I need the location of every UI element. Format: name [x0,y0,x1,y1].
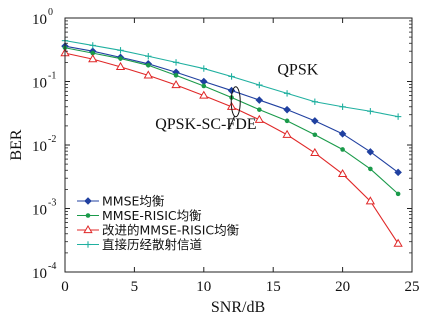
legend-label: 直接历经散射信道 [102,237,203,252]
y-tick-label--3: 10 [32,203,47,219]
data-point [282,129,292,138]
x-tick-labels: 0 5 10 15 20 25 [61,279,419,295]
legend-marker [84,241,92,248]
y-axis-title: BER [8,129,25,160]
legend-label: MMSE-RISIC均衡 [102,208,202,223]
data-point [393,238,403,247]
y-tick-label-exponent: -4 [48,261,56,272]
legend-item-2: 改进的MMSE-RISIC均衡 [77,223,239,238]
data-point [256,81,263,89]
data-point [312,132,318,138]
data-point [201,83,207,89]
x-tick-label-25: 25 [405,279,420,295]
y-tick-label--2: 10 [32,139,47,155]
data-point [283,90,291,97]
data-point [88,54,98,63]
y-tick-label-exponent: -3 [48,198,56,209]
data-point [117,47,124,54]
legend-item-3: 直接历经散射信道 [77,237,203,252]
data-point [199,90,209,99]
y-tick-label--1: 10 [32,76,47,92]
ticks-layer [64,17,413,273]
annotation-ellipse [230,86,241,118]
data-point [337,168,348,178]
data-point [338,130,347,138]
data-point [171,80,181,89]
data-point [395,191,401,197]
data-point [311,117,319,125]
data-point [284,118,290,124]
y-tick-label-0: 10 [32,12,47,28]
data-point [255,96,264,104]
data-point [173,73,179,78]
x-tick-label-10: 10 [196,279,211,295]
x-tick-label-0: 0 [61,279,69,295]
data-point [145,53,152,60]
data-point [145,62,151,68]
data-point [143,70,153,79]
data-point [367,108,374,115]
data-point [118,56,123,61]
data-point [228,73,235,80]
data-point [89,42,96,49]
data-point [368,166,373,172]
x-axis-title: SNR/dB [211,299,265,316]
legend-item-1: MMSE-RISIC均衡 [77,208,202,223]
data-point [90,50,96,56]
data-point [200,65,207,72]
legend-marker [85,213,91,218]
data-point [394,168,402,177]
data-point [365,196,376,205]
data-point [394,113,402,120]
y-tick-label-exponent: -1 [48,71,56,82]
legend-label: 改进的MMSE-RISIC均衡 [102,223,239,238]
y-tick-label-exponent: 0 [48,7,53,18]
legend-marker [84,197,92,205]
annotation-qpsk: QPSK [277,61,318,78]
x-tick-label-20: 20 [335,279,350,295]
data-point [366,148,375,156]
legend-label: MMSE均衡 [102,194,164,209]
data-point [257,107,262,112]
annotation-leader-line [228,115,236,130]
legend-marker [83,224,93,234]
x-tick-label-5: 5 [131,279,139,295]
data-point [311,98,319,105]
data-point [310,147,320,157]
y-tick-label-exponent: -2 [48,134,56,145]
data-point [339,103,346,110]
y-tick-label--4: 10 [32,266,47,282]
data-point [340,147,345,152]
legend-item-0: MMSE均衡 [77,194,164,209]
annotation-qpsk-sc-fde: QPSK-SC-FDE [155,116,256,133]
data-point [283,105,291,114]
annotation-layer: QPSK QPSK-SC-FDE [155,61,318,133]
data-point [254,114,264,123]
data-point [172,59,180,66]
x-tick-label-15: 15 [266,279,281,295]
legend: MMSE均衡MMSE-RISIC均衡改进的MMSE-RISIC均衡直接历经散射信… [77,194,239,252]
series-3 [61,37,402,120]
data-point [115,61,126,70]
